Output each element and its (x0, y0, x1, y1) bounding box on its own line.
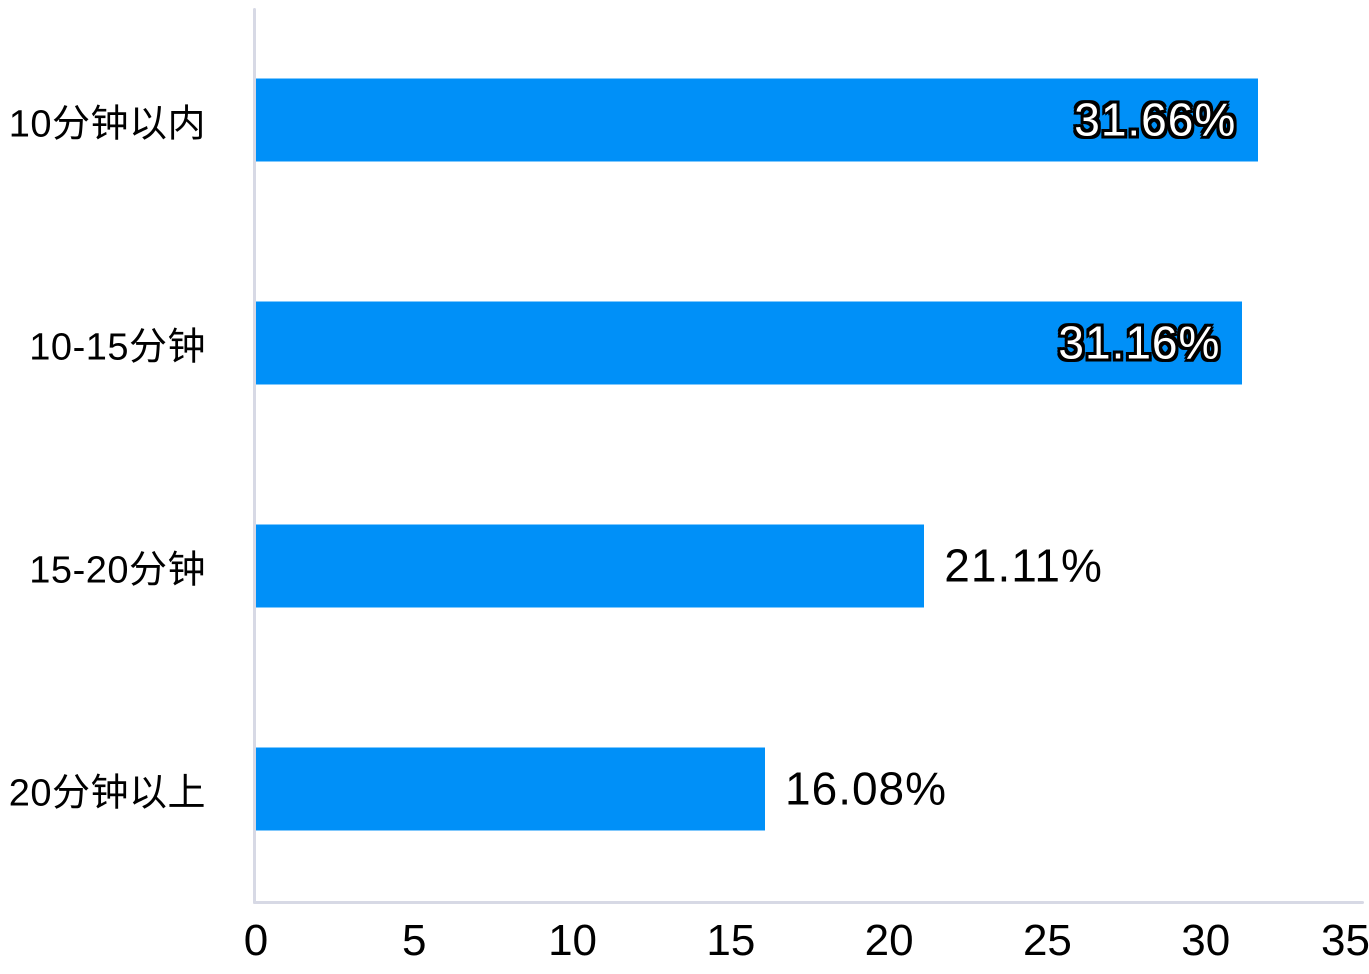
bar-value-label: 31.66% (1074, 93, 1237, 146)
bar-value-label: 31.16% (1058, 316, 1221, 369)
x-tick-label: 20 (864, 916, 914, 965)
x-tick-label: 30 (1181, 916, 1231, 965)
x-tick-label: 25 (1022, 916, 1072, 965)
bar: 31.66% (256, 78, 1259, 161)
category-label: 10-15分钟 (29, 326, 206, 368)
bar-row: 10-15分钟 31.16% (0, 231, 1369, 454)
category-label: 15-20分钟 (29, 549, 206, 591)
x-axis-line (253, 901, 1364, 904)
bar-row: 20分钟以上 16.08% (0, 677, 1369, 900)
bar-rows: 10分钟以内 31.66% 10-15分钟 31.16% 15-20分钟 21.… (0, 8, 1369, 901)
x-axis-tick-labels: 0 5 10 15 20 25 30 35 (244, 916, 1369, 972)
x-tick-label: 10 (548, 916, 598, 965)
bar-value-label: 16.08% (785, 762, 948, 815)
bar-row: 15-20分钟 21.11% (0, 454, 1369, 677)
category-label: 10分钟以内 (8, 103, 206, 145)
x-tick-label: 5 (402, 916, 427, 965)
y-axis-line (253, 8, 256, 904)
bar-value-label: 21.11% (944, 539, 1103, 592)
bar: 21.11% (256, 524, 1102, 607)
bar: 31.16% (256, 301, 1243, 384)
x-tick-label: 35 (1321, 916, 1369, 965)
category-label: 20分钟以上 (8, 772, 206, 814)
bar-row: 10分钟以内 31.66% (0, 8, 1369, 231)
bar: 16.08% (256, 747, 946, 830)
x-tick-label: 0 (243, 916, 269, 965)
x-tick-label: 15 (706, 916, 756, 965)
